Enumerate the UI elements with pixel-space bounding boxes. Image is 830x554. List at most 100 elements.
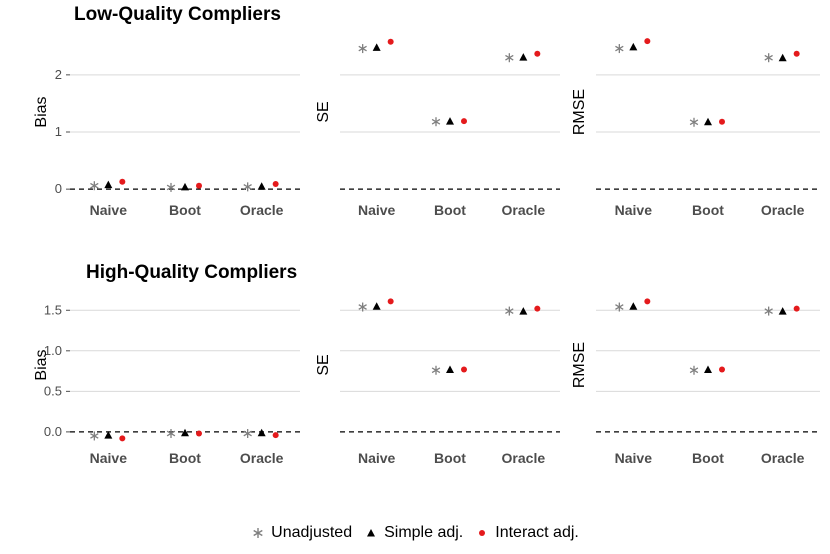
y-axis-label: SE (315, 101, 332, 122)
x-tick-label: Oracle (240, 450, 284, 466)
point-asterisk (615, 44, 624, 54)
legend-label-interact-adj: Interact adj. (495, 524, 579, 541)
point-circle (793, 305, 800, 312)
y-axis-label: Bias (33, 96, 50, 127)
point-asterisk (358, 302, 367, 312)
point-circle (272, 181, 279, 187)
panel-high-se: SE Naive Boot Oracle (315, 298, 560, 466)
x-tick-label: Boot (434, 450, 466, 466)
panel-low-bias: 0 1 2 Bias Naive Boot Oracle (33, 67, 300, 218)
point-circle (119, 435, 126, 442)
point-asterisk (615, 302, 624, 312)
point-circle (644, 38, 651, 45)
y-tick-label: 0.5 (44, 383, 62, 398)
legend-item-interact-adj: Interact adj. (475, 524, 579, 542)
point-circle (461, 366, 467, 373)
asterisk-marker-icon (253, 528, 263, 538)
circle-marker-icon (479, 530, 486, 536)
point-circle (534, 50, 541, 57)
point-circle (196, 182, 202, 189)
point-triangle (372, 302, 381, 310)
point-triangle (519, 53, 528, 61)
x-tick-label: Oracle (502, 450, 546, 466)
point-triangle (257, 428, 266, 437)
point-triangle (704, 117, 712, 126)
point-circle (534, 305, 541, 312)
point-asterisk (431, 117, 441, 127)
x-tick-label: Boot (692, 450, 724, 466)
legend-item-simple-adj: Simple adj. (364, 524, 463, 542)
y-tick-label: 2 (55, 67, 62, 82)
point-asterisk (764, 306, 773, 316)
point-asterisk (505, 53, 514, 63)
panel-low-se: SE Naive Boot Oracle (315, 38, 560, 218)
point-circle (719, 118, 725, 125)
triangle-marker-icon (367, 529, 376, 537)
x-tick-label: Oracle (240, 202, 284, 218)
point-circle (196, 430, 202, 437)
point-triangle (778, 307, 787, 315)
point-asterisk (243, 429, 252, 439)
y-axis-label: RMSE (571, 89, 588, 135)
panel-high-bias: 0.0 0.5 1.0 1.5 Bias Naive Boot Oracle (33, 302, 300, 466)
y-tick-label: 1.0 (44, 343, 62, 358)
point-asterisk (431, 365, 441, 375)
point-asterisk (505, 306, 514, 316)
panel-high-rmse: RMSE Naive Boot Oracle (571, 298, 820, 466)
y-axis-label: SE (315, 354, 332, 375)
x-tick-label: Boot (169, 450, 201, 466)
point-circle (272, 432, 279, 439)
point-triangle (704, 365, 712, 373)
point-asterisk (166, 182, 176, 192)
point-circle (119, 178, 126, 185)
point-asterisk (764, 53, 773, 63)
point-triangle (372, 43, 381, 51)
point-asterisk (689, 117, 699, 127)
x-tick-label: Naive (615, 202, 653, 218)
legend: Unadjusted Simple adj. Interact adj. (0, 524, 830, 542)
panel-low-rmse: RMSE Naive Boot Oracle (571, 38, 820, 218)
point-circle (793, 50, 800, 57)
legend-label-simple-adj: Simple adj. (384, 524, 464, 541)
legend-item-unadjusted: Unadjusted (251, 524, 352, 542)
point-asterisk (689, 365, 699, 375)
point-triangle (778, 53, 787, 62)
x-tick-label: Naive (358, 450, 396, 466)
point-circle (644, 298, 651, 305)
y-axis-label: Bias (33, 349, 50, 380)
point-asterisk (90, 431, 99, 441)
point-triangle (257, 182, 266, 190)
point-triangle (104, 180, 113, 189)
point-circle (719, 366, 725, 373)
point-triangle (446, 365, 454, 373)
x-tick-label: Boot (434, 202, 466, 218)
point-asterisk (90, 181, 99, 191)
x-tick-label: Naive (615, 450, 653, 466)
x-tick-label: Boot (692, 202, 724, 218)
point-asterisk (243, 182, 252, 192)
point-circle (387, 38, 394, 45)
y-axis-label: RMSE (571, 342, 588, 388)
point-triangle (181, 182, 189, 191)
point-triangle (446, 117, 454, 125)
y-tick-label: 0 (55, 181, 62, 196)
point-triangle (629, 42, 638, 51)
x-tick-label: Naive (90, 450, 128, 466)
legend-label-unadjusted: Unadjusted (271, 524, 353, 541)
point-circle (387, 298, 394, 305)
panel-title-low-quality: Low-Quality Compliers (74, 4, 281, 25)
panel-title-high-quality: High-Quality Compliers (86, 262, 298, 283)
y-tick-label: 1 (55, 124, 62, 139)
y-tick-label: 0.0 (44, 424, 62, 439)
point-asterisk (166, 429, 176, 439)
x-tick-label: Naive (358, 202, 396, 218)
x-tick-label: Oracle (502, 202, 546, 218)
x-tick-label: Boot (169, 202, 201, 218)
point-triangle (104, 431, 113, 439)
point-asterisk (358, 44, 367, 54)
x-tick-label: Oracle (761, 450, 805, 466)
point-triangle (181, 428, 189, 437)
y-tick-label: 1.5 (44, 302, 62, 317)
point-circle (461, 118, 467, 125)
